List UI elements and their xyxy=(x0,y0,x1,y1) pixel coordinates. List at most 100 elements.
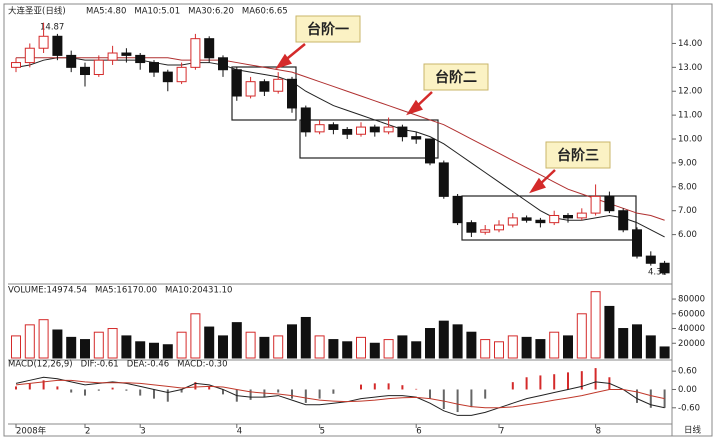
candle-body xyxy=(452,195,463,224)
volume-bar xyxy=(369,342,380,359)
candle-body xyxy=(507,217,518,226)
volume-bar xyxy=(107,328,118,359)
y-tick-label: 40000 xyxy=(678,324,705,334)
x-tick-label: 4 xyxy=(237,427,242,437)
y-tick-label: 80000 xyxy=(678,295,705,305)
volume-bar xyxy=(494,341,504,359)
legend-entry: MA10:5.01 xyxy=(134,7,180,17)
volume-bar xyxy=(135,341,146,359)
volume-bar xyxy=(452,324,463,359)
candle-body xyxy=(632,229,642,257)
x-tick-label: 3 xyxy=(140,427,145,437)
candle-body xyxy=(245,81,256,97)
volume-bar xyxy=(632,324,642,359)
volume-bar xyxy=(590,291,601,359)
volume-bar xyxy=(356,336,366,359)
volume-bar xyxy=(204,326,215,359)
frame xyxy=(3,3,713,437)
arrow-head xyxy=(275,53,293,70)
volume-bar xyxy=(438,320,449,359)
y-tick-label: 11.00 xyxy=(678,111,702,121)
label-box xyxy=(423,63,489,91)
label-box xyxy=(545,141,611,169)
volume-bar xyxy=(604,305,615,359)
volume-bar xyxy=(659,346,670,359)
volume-bar xyxy=(563,335,573,359)
candle-body xyxy=(356,126,366,135)
legend-entry: MA10:20431.10 xyxy=(165,286,232,296)
step-label: 台阶一 xyxy=(307,21,349,38)
volume-bar xyxy=(480,339,491,359)
candle-body xyxy=(618,210,629,231)
x-tick-label: 7 xyxy=(499,427,504,437)
volume-bar xyxy=(245,331,256,359)
candle-body xyxy=(162,71,173,83)
volume-bar xyxy=(342,341,353,359)
volume-bar xyxy=(521,336,532,359)
volume-bar xyxy=(162,344,173,359)
y-tick-label: 8.00 xyxy=(678,182,697,192)
label-box xyxy=(295,15,361,43)
volume-bar xyxy=(383,339,394,359)
line xyxy=(16,57,665,221)
candle-body xyxy=(204,38,215,59)
step-label: 台阶三 xyxy=(557,147,599,164)
candle-body xyxy=(383,126,394,133)
candle-body xyxy=(314,124,325,133)
legend-entry: DEA:-0.46 xyxy=(127,360,169,370)
y-tick-label: 6.00 xyxy=(678,230,697,240)
volume-bar xyxy=(38,319,49,359)
volume-bar xyxy=(218,335,228,359)
y-tick-label: 20000 xyxy=(678,339,705,349)
y-tick-label: 13.00 xyxy=(678,63,702,73)
x-tick-label: 5 xyxy=(320,427,325,437)
volume-bar xyxy=(273,335,284,359)
volume-bar xyxy=(259,336,270,359)
y-tick-label: 12.00 xyxy=(678,87,702,97)
volume-bar xyxy=(149,342,159,359)
high-label: 14.87 xyxy=(40,23,64,33)
volume-bar xyxy=(231,322,242,359)
volume-bar xyxy=(121,335,132,359)
candle-body xyxy=(300,107,311,133)
volume-bar xyxy=(52,329,63,359)
candle-body xyxy=(576,212,587,219)
volume-bar xyxy=(93,331,104,359)
candle-body xyxy=(521,217,532,221)
candle-body xyxy=(218,57,228,71)
arrow-head xyxy=(529,177,547,194)
y-tick-label: 9.00 xyxy=(678,158,697,168)
candle-body xyxy=(259,81,270,92)
volume-bar xyxy=(618,328,629,359)
candle-body xyxy=(38,35,49,49)
candle-body xyxy=(480,229,491,233)
volume-bar xyxy=(24,324,35,359)
y-tick-label: -0.60 xyxy=(678,403,700,413)
volume-bar xyxy=(549,331,560,359)
legend-entry: MACD(12,26,9) xyxy=(8,360,73,370)
volume-bar xyxy=(466,331,477,359)
y-tick-label: 10.00 xyxy=(678,135,702,145)
candle-body xyxy=(190,38,201,68)
volume-bar xyxy=(535,339,546,359)
volume-bar xyxy=(300,316,311,359)
legend-entry: MA30:6.20 xyxy=(188,7,234,17)
volume-bar xyxy=(287,324,297,359)
volume-bar xyxy=(425,328,435,359)
arrow-head xyxy=(406,99,424,116)
volume-bar xyxy=(507,335,518,359)
candle-body xyxy=(659,262,670,274)
candle-body xyxy=(287,78,297,109)
candle-body xyxy=(397,126,408,138)
x-axis-label: 日线 xyxy=(684,425,702,436)
candle-body xyxy=(11,62,21,68)
volume-bar xyxy=(576,313,587,359)
candle-body xyxy=(411,136,422,140)
legend-entry: MA5:16170.00 xyxy=(95,286,157,296)
volume-bar xyxy=(314,335,325,359)
candle-body xyxy=(438,162,449,197)
candle-body xyxy=(80,66,90,76)
candle-body xyxy=(93,59,104,76)
volume-bar xyxy=(411,341,422,359)
